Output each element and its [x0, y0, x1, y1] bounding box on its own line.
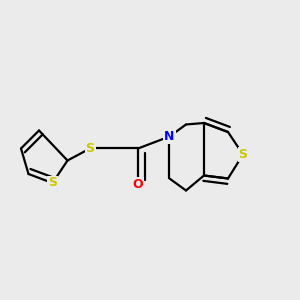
Text: S: S: [85, 142, 94, 155]
Text: S: S: [238, 148, 247, 161]
Text: N: N: [164, 130, 175, 143]
Text: S: S: [48, 176, 57, 190]
Text: O: O: [133, 178, 143, 191]
